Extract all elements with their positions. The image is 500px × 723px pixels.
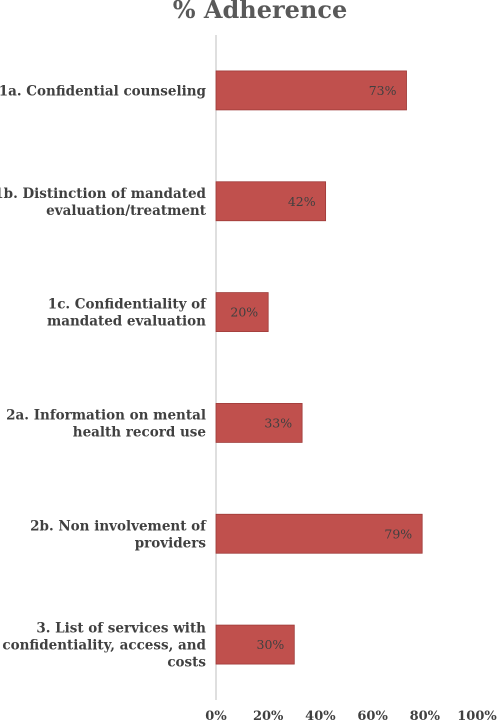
category-label-5-line-0: 3. List of services with — [36, 621, 206, 637]
bar-3 — [215, 403, 303, 443]
data-label-3: 33% — [264, 415, 292, 430]
category-label-1-line-0: 1b. Distinction of mandated — [0, 186, 207, 202]
category-label-5-line-1: confidentiality, access, and — [2, 638, 206, 654]
category-label-3-line-1: health record use — [73, 424, 206, 440]
data-label-0: 73% — [369, 83, 397, 98]
category-label-4-line-0: 2b. Non involvement of — [30, 518, 207, 534]
category-label-5-line-2: costs — [167, 655, 206, 671]
x-tick-label-2: 40% — [305, 709, 336, 723]
chart-title: % Adherence — [173, 0, 348, 24]
bar-2 — [215, 292, 269, 332]
data-label-1: 42% — [288, 194, 316, 209]
x-tick-label-3: 60% — [357, 709, 388, 723]
category-label-3-line-0: 2a. Information on mental — [6, 407, 206, 423]
data-labels-group: 73% 42% 20% 33% 79% 30% — [230, 83, 412, 652]
x-tick-label-4: 80% — [410, 709, 441, 723]
x-tick-label-5: 100% — [457, 709, 497, 723]
data-label-5: 30% — [257, 637, 285, 652]
x-tick-label-0: 0% — [205, 709, 227, 723]
data-label-2: 20% — [230, 305, 258, 320]
bar-4 — [215, 513, 423, 554]
x-tick-label-1: 20% — [253, 709, 284, 723]
category-label-1-line-1: evaluation/treatment — [46, 203, 207, 219]
category-label-2-line-1: mandated evaluation — [47, 314, 206, 330]
category-label-0-line-0: 1a. Confidential counseling — [0, 83, 207, 99]
bars-group — [215, 70, 423, 665]
bar-5 — [215, 624, 295, 665]
category-label-4-line-1: providers — [135, 535, 207, 551]
data-label-4: 79% — [384, 526, 412, 541]
bar-0 — [215, 70, 407, 111]
bar-1 — [215, 181, 327, 222]
x-tick-labels-group: 0% 20% 40% 60% 80% 100% — [205, 709, 497, 723]
category-labels-group: 1a. Confidential counseling 1b. Distincti… — [0, 83, 207, 670]
category-label-2-line-0: 1c. Confidentiality of — [48, 297, 207, 313]
